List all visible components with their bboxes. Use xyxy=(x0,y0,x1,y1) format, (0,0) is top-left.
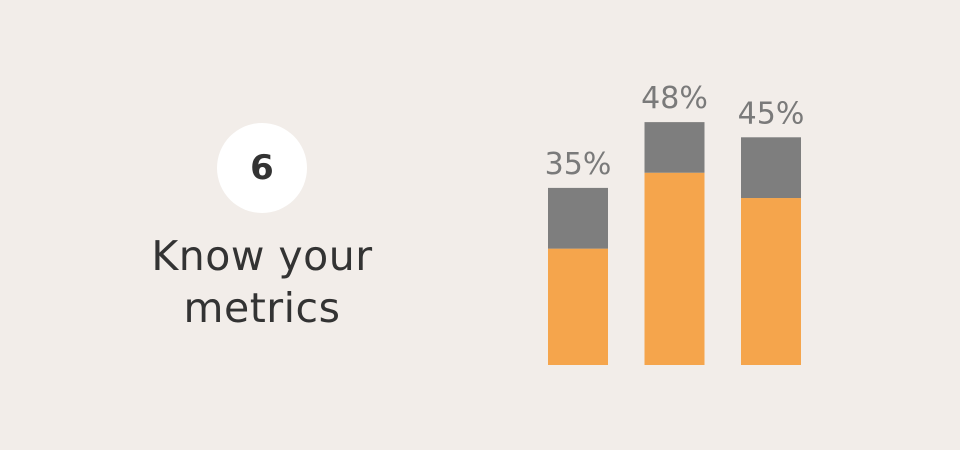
headline-line-2: metrics xyxy=(183,284,341,332)
bar-top-segment-2 xyxy=(644,122,705,173)
bar-labels-group: 35% 48% 45% xyxy=(545,81,805,182)
bars-group xyxy=(548,122,801,365)
bar-base-segment-3 xyxy=(741,198,801,365)
bar-base-segment-2 xyxy=(644,172,705,365)
headline-line-1: Know your xyxy=(151,232,373,280)
step-number: 6 xyxy=(250,148,274,188)
step-number-badge: 6 xyxy=(217,123,307,213)
bar-value-label-2: 48% xyxy=(641,81,708,116)
bar-base-segment-1 xyxy=(548,248,608,365)
bar-top-segment-1 xyxy=(548,187,608,249)
bar-top-segment-3 xyxy=(741,137,801,199)
bar-value-label-3: 45% xyxy=(738,96,805,131)
headline: Know your metrics xyxy=(112,230,412,334)
bar-value-label-1: 35% xyxy=(545,147,612,182)
